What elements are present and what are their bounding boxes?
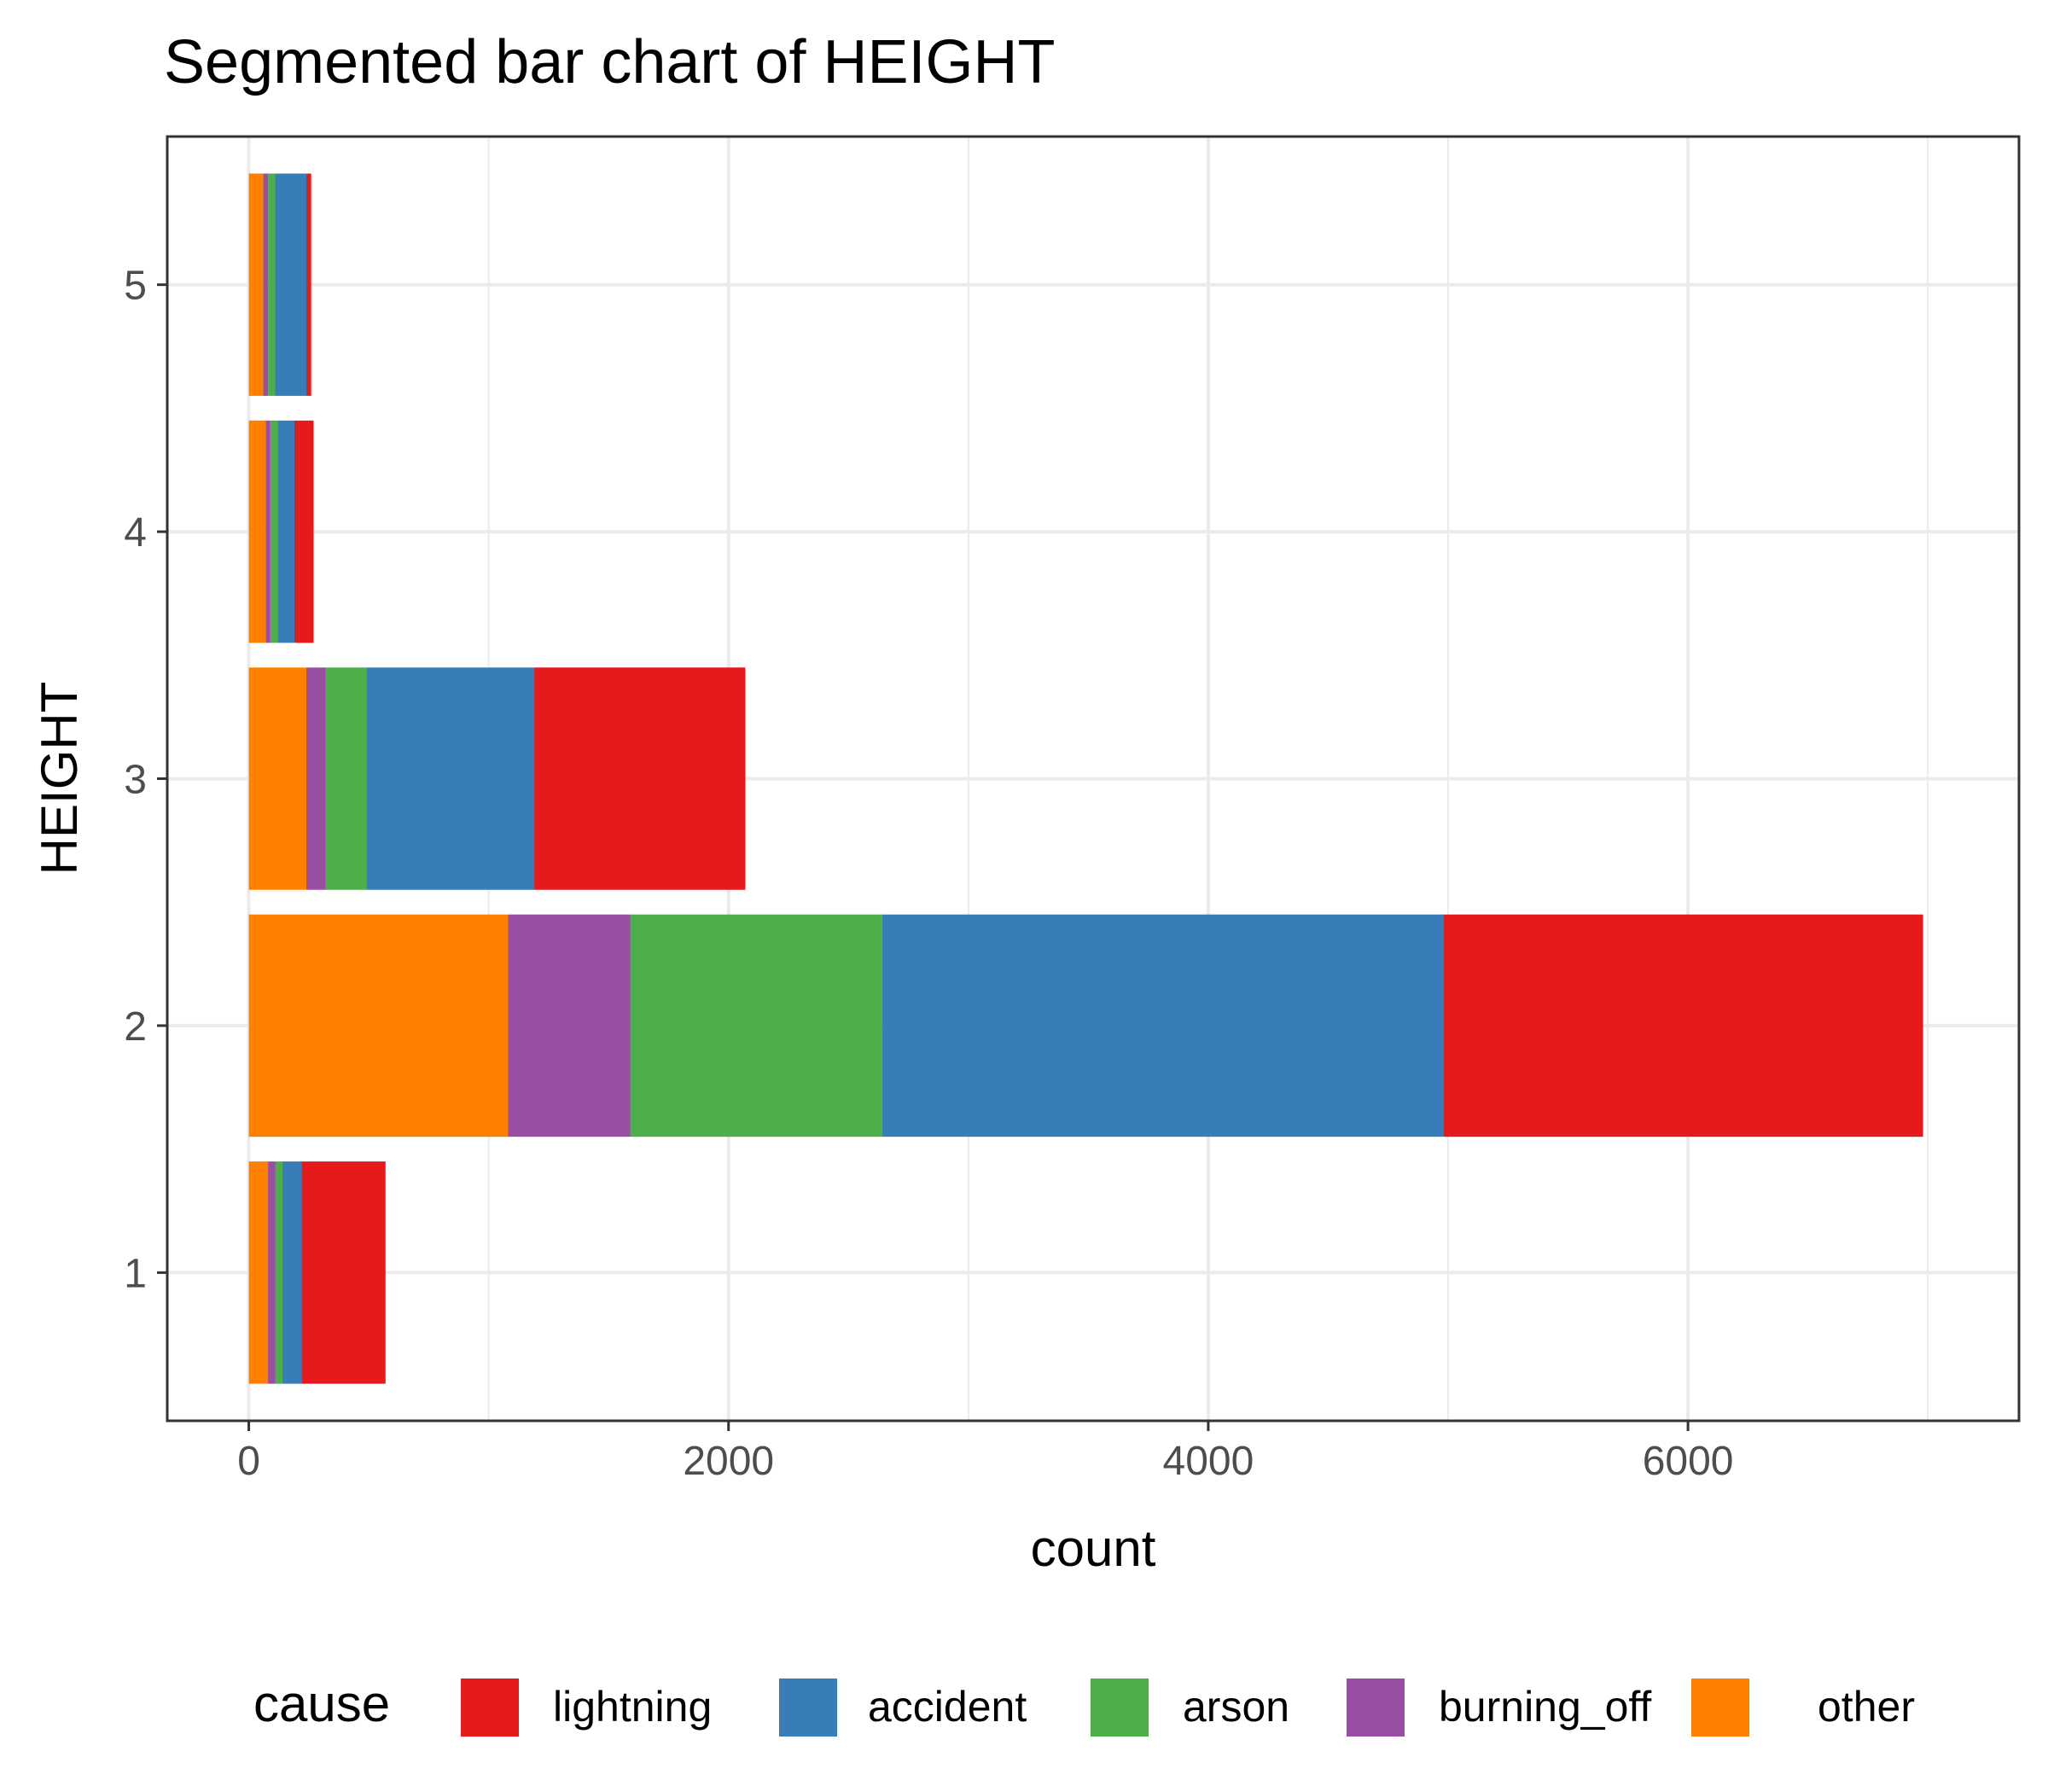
legend-key-other (1691, 1679, 1749, 1737)
bar-segment-lightning-3 (534, 667, 746, 890)
bar-segment-accident-5 (275, 173, 307, 396)
legend-key-accident (779, 1679, 837, 1737)
legend-key-burning_off (1347, 1679, 1405, 1737)
y-tick-label: 1 (124, 1251, 147, 1296)
bar-segment-burning_off-3 (306, 667, 326, 890)
bar-segment-burning_off-4 (265, 420, 271, 643)
y-tick-label: 3 (124, 758, 147, 803)
bar-segment-burning_off-5 (263, 173, 269, 396)
legend-label-burning_off: burning_off (1439, 1683, 1651, 1731)
legend-title: cause (253, 1675, 390, 1732)
bars (248, 173, 1923, 1384)
bar-segment-burning_off-2 (508, 914, 631, 1137)
legend-label-accident: accident (868, 1683, 1027, 1731)
bar-segment-arson-5 (268, 173, 276, 396)
bar-segment-other-1 (248, 1161, 269, 1384)
y-tick-label: 4 (124, 510, 147, 556)
bar-segment-other-3 (248, 667, 307, 890)
bar-segment-burning_off-1 (268, 1161, 276, 1384)
bar-segment-other-2 (248, 914, 509, 1137)
x-axis-title: count (1031, 1520, 1156, 1577)
x-tick-label: 6000 (1643, 1439, 1734, 1484)
axes: 0 2000 4000 6000 1 2 3 4 5 (124, 264, 1733, 1484)
x-tick-label: 0 (237, 1439, 260, 1484)
bar-segment-accident-4 (277, 420, 294, 643)
legend-label-other: other (1818, 1683, 1915, 1731)
bar-segment-lightning-1 (301, 1161, 386, 1384)
chart-title: Segmented bar chart of HEIGHT (164, 28, 1055, 96)
y-tick-label: 5 (124, 264, 147, 309)
x-tick-label: 2000 (683, 1439, 774, 1484)
bar-segment-arson-4 (270, 420, 278, 643)
legend: cause lightning accident arson burning_off o… (253, 1675, 1915, 1737)
legend-label-arson: arson (1183, 1683, 1289, 1731)
bar-segment-arson-2 (630, 914, 882, 1137)
x-tick-label: 4000 (1163, 1439, 1254, 1484)
bar-segment-other-4 (248, 420, 266, 643)
bar-segment-accident-1 (282, 1161, 302, 1384)
legend-label-lightning: lightning (553, 1683, 712, 1731)
bar-segment-accident-2 (881, 914, 1444, 1137)
bar-segment-arson-1 (275, 1161, 282, 1384)
bar-segment-accident-3 (366, 667, 535, 890)
bar-segment-lightning-4 (294, 420, 314, 643)
y-axis-title: HEIGHT (31, 682, 88, 876)
legend-key-lightning (461, 1679, 519, 1737)
bar-segment-lightning-5 (306, 173, 311, 396)
legend-key-arson (1091, 1679, 1149, 1737)
bar-segment-lightning-2 (1443, 914, 1923, 1137)
bar-segment-other-5 (248, 173, 264, 396)
bar-segment-arson-3 (325, 667, 367, 890)
y-tick-label: 2 (124, 1004, 147, 1050)
